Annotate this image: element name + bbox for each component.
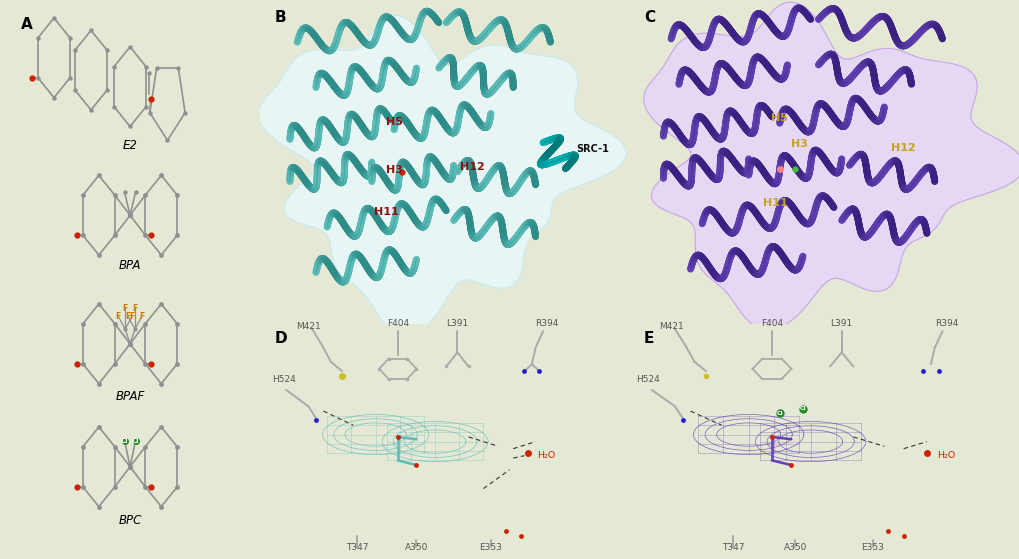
Text: H5: H5 [770, 113, 788, 124]
Text: F: F [132, 304, 138, 312]
Polygon shape [643, 2, 1019, 330]
Text: H3: H3 [790, 139, 807, 149]
Text: C: C [643, 10, 654, 25]
Text: H₂O: H₂O [537, 451, 555, 460]
Text: E353: E353 [479, 543, 502, 552]
Text: A: A [20, 17, 33, 32]
Text: Cl: Cl [131, 438, 140, 444]
Text: F: F [115, 312, 121, 321]
Text: A350: A350 [783, 543, 806, 552]
Text: BPA: BPA [118, 259, 142, 272]
Text: BPAF: BPAF [115, 390, 145, 404]
Text: E2: E2 [122, 139, 138, 152]
Text: H3: H3 [385, 165, 403, 175]
Text: H12: H12 [460, 162, 484, 172]
Text: M421: M421 [296, 322, 321, 331]
Text: M421: M421 [658, 322, 683, 331]
Text: T347: T347 [345, 543, 368, 552]
Text: A350: A350 [405, 543, 428, 552]
Text: Cl: Cl [120, 438, 128, 444]
Text: H524: H524 [636, 375, 659, 384]
Text: E: E [643, 331, 654, 346]
Text: R394: R394 [933, 319, 957, 328]
Text: F: F [139, 312, 145, 321]
Text: Cl: Cl [799, 406, 805, 411]
Text: F404: F404 [386, 319, 409, 328]
Text: H₂O: H₂O [935, 451, 954, 460]
Polygon shape [258, 15, 626, 335]
Text: R394: R394 [535, 319, 558, 328]
Text: H5: H5 [385, 117, 403, 126]
Text: F: F [125, 312, 130, 321]
Text: D: D [275, 331, 287, 346]
Text: H11: H11 [762, 198, 788, 207]
Text: Cl: Cl [775, 411, 783, 416]
Text: B: B [275, 10, 286, 25]
Text: BPC: BPC [118, 514, 142, 528]
Text: F404: F404 [760, 319, 783, 328]
Text: H11: H11 [374, 207, 398, 217]
Text: H524: H524 [272, 375, 296, 384]
Text: T347: T347 [721, 543, 744, 552]
Text: H12: H12 [891, 143, 915, 153]
Text: E353: E353 [860, 543, 883, 552]
Text: L391: L391 [446, 319, 468, 328]
Text: L391: L391 [829, 319, 852, 328]
Text: F: F [129, 312, 135, 321]
Text: SRC-1: SRC-1 [576, 144, 608, 154]
Text: F: F [122, 304, 127, 312]
